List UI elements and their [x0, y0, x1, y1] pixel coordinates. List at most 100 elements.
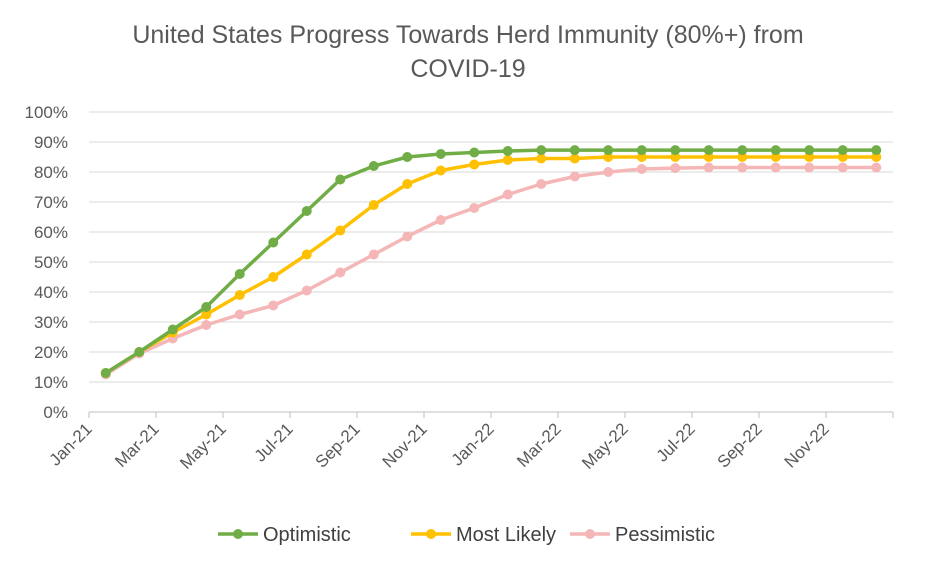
data-point: [100, 368, 111, 378]
data-point: [268, 237, 279, 248]
x-tick-label: Jul-21: [251, 419, 297, 465]
data-point: [569, 171, 580, 182]
y-tick-label: 90%: [34, 133, 68, 152]
data-point: [737, 152, 748, 162]
data-point: [435, 165, 446, 176]
data-point: [134, 347, 145, 357]
legend-swatch-marker: [585, 529, 595, 539]
data-point: [368, 249, 379, 260]
data-point: [603, 167, 614, 177]
legend-label: Pessimistic: [615, 524, 715, 546]
chart-title: United States Progress Towards Herd Immu…: [0, 18, 936, 86]
data-point: [234, 290, 245, 300]
series-pessimistic: [100, 162, 882, 380]
x-tick-label: May-21: [176, 419, 230, 473]
data-point: [670, 152, 681, 162]
data-point: [670, 163, 681, 174]
chart-title-line-2: COVID-19: [410, 55, 526, 83]
data-point: [268, 300, 279, 311]
x-tick-label: Nov-22: [781, 419, 833, 471]
data-point: [603, 145, 614, 156]
data-point: [536, 145, 547, 156]
x-tick-label: Jan-22: [448, 419, 498, 469]
legend-entry: Pessimistic: [570, 524, 715, 546]
data-point: [837, 162, 848, 173]
series-line: [104, 165, 877, 376]
y-tick-label: 0%: [43, 403, 68, 422]
data-point: [368, 200, 379, 210]
data-point: [234, 309, 245, 320]
x-tick-label: Jul-22: [653, 419, 699, 465]
data-point: [502, 146, 513, 156]
data-point: [469, 147, 480, 158]
data-point: [335, 225, 346, 236]
series-optimistic: [100, 145, 882, 378]
data-point: [703, 162, 714, 173]
data-point: [737, 145, 748, 156]
data-point: [469, 159, 480, 170]
legend-entry: Most Likely: [411, 524, 556, 546]
y-tick-label: 30%: [34, 313, 68, 332]
y-tick-label: 50%: [34, 253, 68, 272]
y-tick-label: 60%: [34, 223, 68, 242]
x-tick-label: Mar-21: [111, 419, 163, 471]
data-point: [536, 153, 547, 164]
legend-label: Optimistic: [263, 524, 351, 546]
legend-swatch-marker: [233, 529, 243, 539]
y-tick-label: 80%: [34, 163, 68, 182]
data-point: [636, 152, 647, 162]
legend-entry: Optimistic: [218, 524, 351, 546]
data-point: [167, 324, 178, 335]
y-tick-label: 40%: [34, 283, 68, 302]
x-tick-label: Sep-22: [714, 419, 766, 471]
data-point: [636, 145, 647, 156]
data-point: [502, 155, 513, 165]
series-most-likely: [100, 152, 882, 378]
data-point: [201, 302, 212, 312]
data-point: [368, 161, 379, 171]
data-point: [201, 309, 212, 320]
x-tick-label: Mar-22: [513, 419, 565, 471]
data-point: [335, 174, 346, 185]
data-point: [435, 149, 446, 159]
data-point: [837, 145, 848, 156]
data-point: [402, 179, 413, 189]
y-tick-label: 70%: [34, 193, 68, 212]
data-point: [804, 145, 815, 156]
data-point: [871, 145, 882, 156]
data-point: [804, 152, 815, 162]
data-point: [603, 152, 614, 162]
data-point: [301, 249, 312, 260]
data-point: [569, 153, 580, 164]
data-point: [770, 162, 781, 173]
data-point: [670, 145, 681, 156]
data-point: [335, 267, 346, 278]
data-point: [234, 269, 245, 279]
data-point: [301, 285, 312, 296]
data-point: [804, 162, 815, 173]
data-point: [268, 272, 279, 282]
data-point: [536, 179, 547, 189]
data-point: [871, 152, 882, 162]
data-point: [737, 162, 748, 173]
x-tick-label: Jan-21: [46, 419, 96, 469]
data-point: [435, 215, 446, 225]
data-point: [402, 152, 413, 162]
data-point: [770, 145, 781, 156]
legend-label: Most Likely: [456, 524, 556, 546]
data-point: [469, 203, 480, 213]
data-point: [201, 320, 212, 330]
series-line: [104, 148, 877, 375]
y-tick-label: 20%: [34, 343, 68, 362]
y-tick-label: 10%: [34, 373, 68, 392]
y-tick-label: 100%: [25, 103, 68, 122]
data-point: [837, 152, 848, 162]
data-point: [301, 206, 312, 216]
series-line: [104, 155, 877, 375]
data-point: [636, 164, 647, 174]
data-point: [502, 189, 513, 200]
data-point: [703, 152, 714, 162]
series-lines: [100, 145, 882, 380]
data-point: [871, 162, 882, 173]
